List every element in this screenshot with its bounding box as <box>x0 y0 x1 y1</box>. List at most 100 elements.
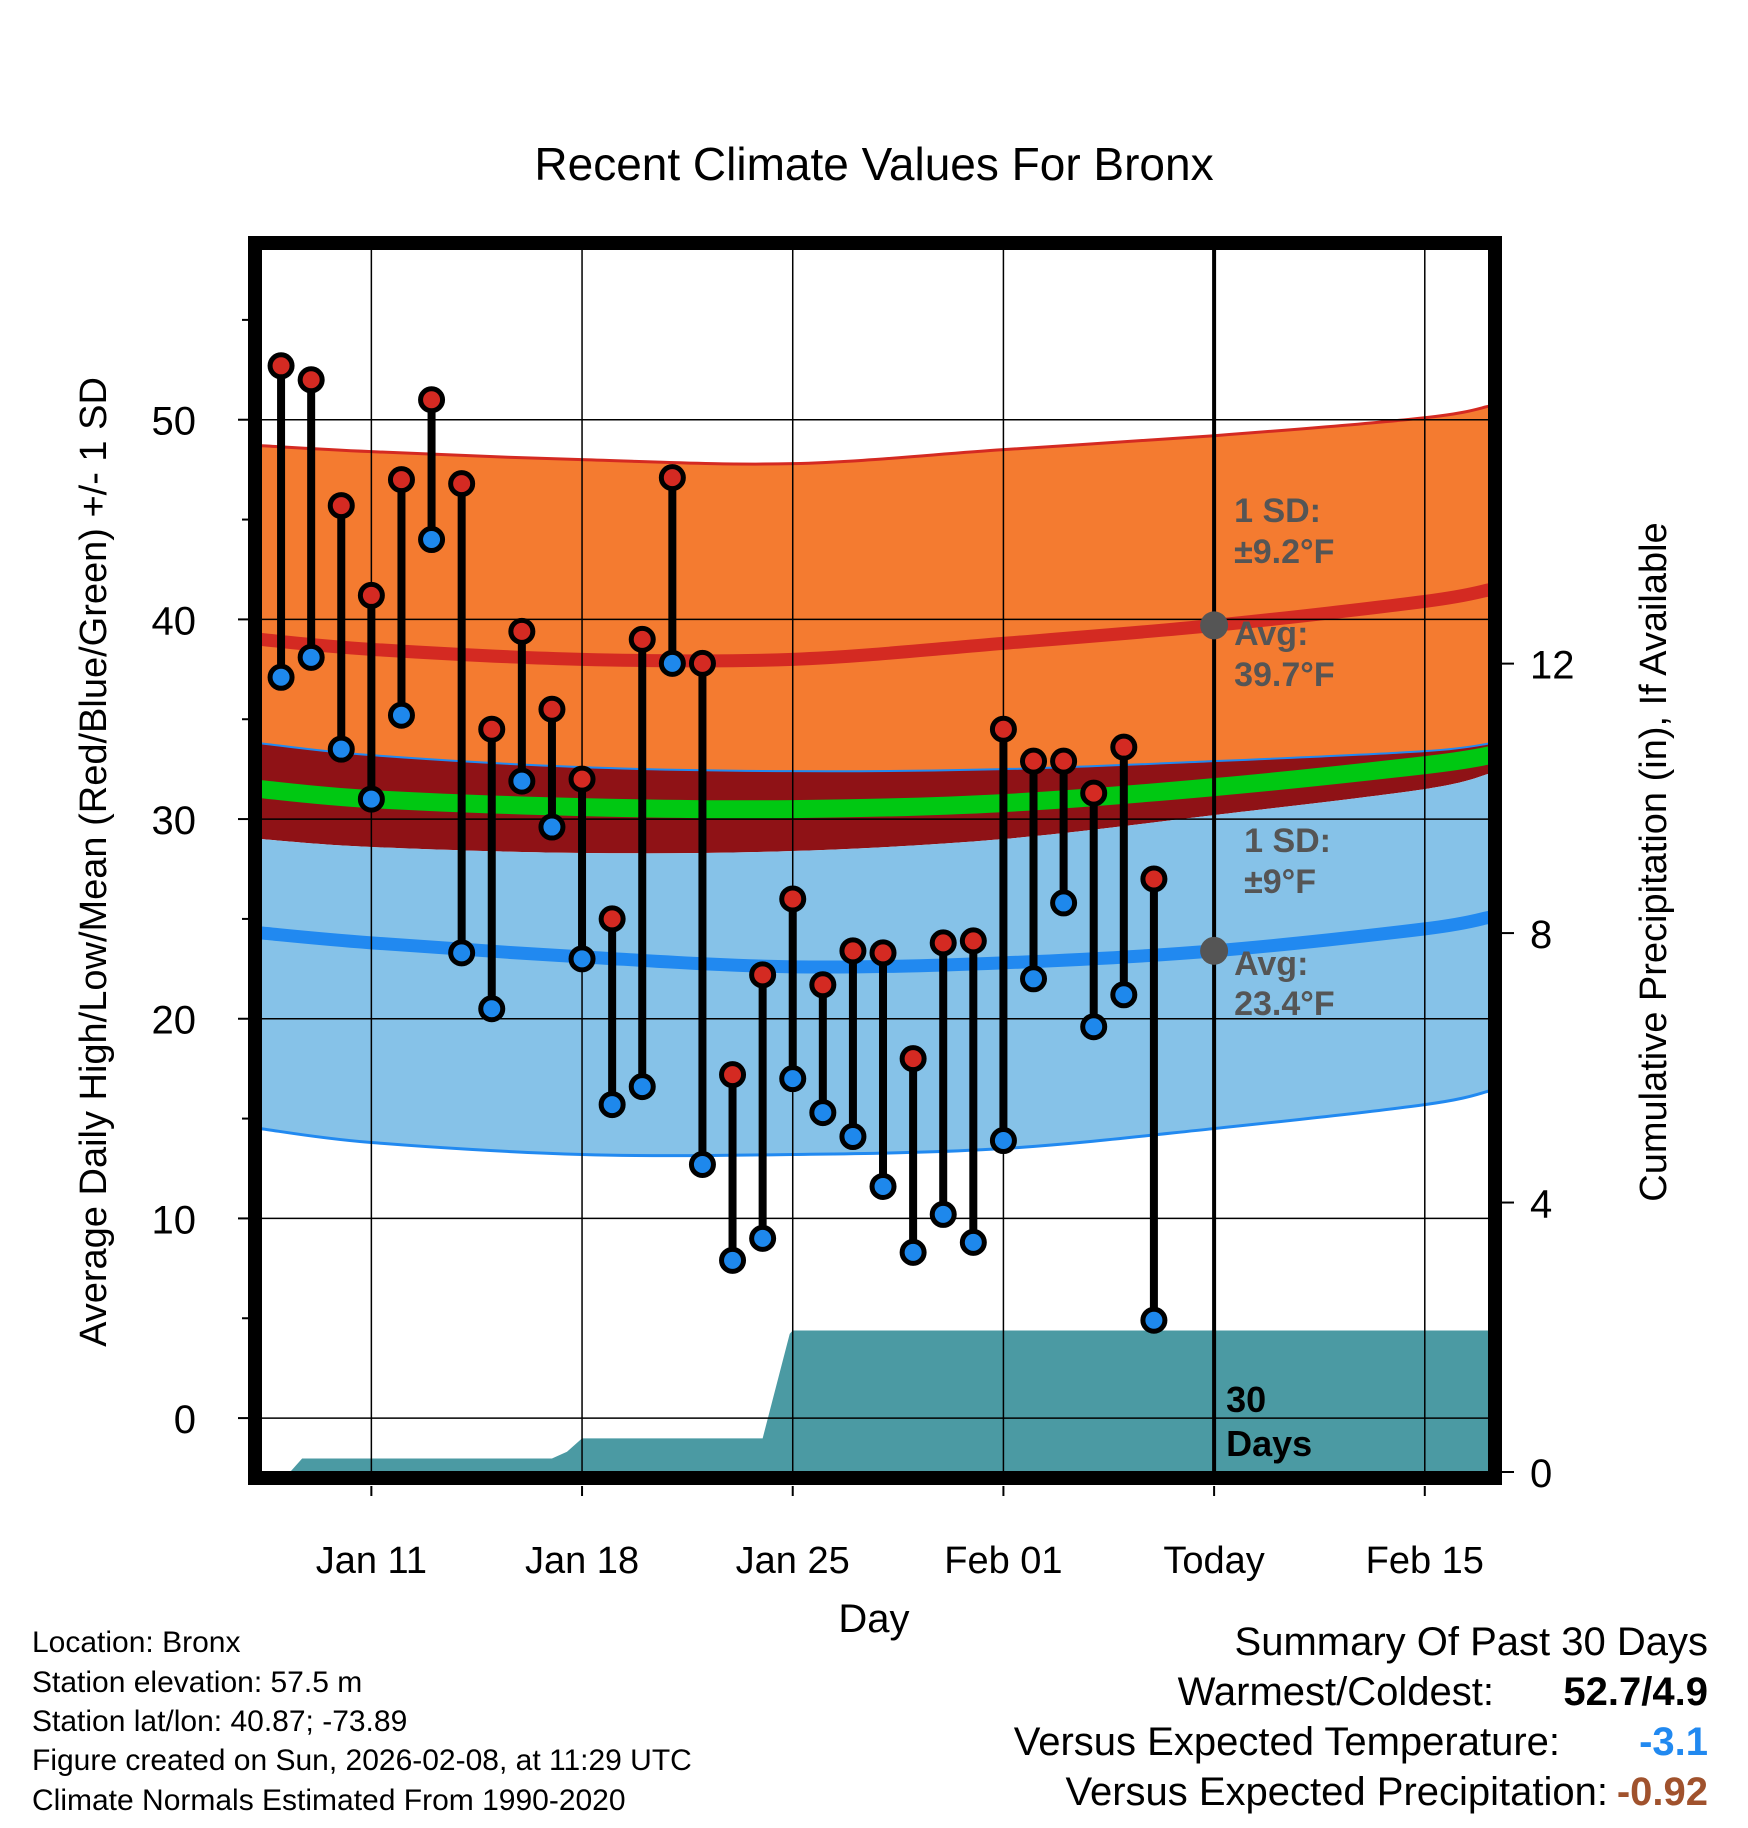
y2-tick-label: 8 <box>1530 913 1552 957</box>
low-point <box>809 1099 837 1127</box>
high-point <box>658 464 686 492</box>
high-point <box>327 492 355 520</box>
low-point <box>779 1065 807 1093</box>
high-point <box>719 1061 747 1089</box>
summary-temp-value: -3.1 <box>1639 1720 1708 1764</box>
chart-title: Recent Climate Values For Bronx <box>534 138 1213 190</box>
high-point <box>959 927 987 955</box>
y-axis-label: Average Daily High/Low/Mean (Red/Blue/Gr… <box>73 377 115 1347</box>
plot-frame <box>248 236 1502 1485</box>
x-axis-label: Day <box>838 1597 909 1641</box>
high-point <box>688 649 716 677</box>
high-point <box>809 971 837 999</box>
y-tick-label: 20 <box>152 999 197 1043</box>
low-point <box>538 813 566 841</box>
high-avg-label: Avg: <box>1234 615 1308 653</box>
high-point <box>418 386 446 414</box>
low-point <box>1020 965 1048 993</box>
y2-tick-label: 12 <box>1530 644 1575 688</box>
low-point <box>568 945 596 973</box>
y-tick-label: 50 <box>152 400 197 444</box>
summary-temp-row: Versus Expected Temperature: -3.1 <box>0 1720 1748 1768</box>
high-point <box>508 617 536 645</box>
high-sd-band <box>260 405 1491 772</box>
summary-title: Summary Of Past 30 Days <box>1234 1620 1708 1664</box>
x-tick-label: Jan 18 <box>525 1540 639 1582</box>
high-point <box>779 885 807 913</box>
low-point <box>749 1224 777 1252</box>
info-normals: Climate Normals Estimated From 1990-2020 <box>32 1784 626 1817</box>
low-point <box>478 995 506 1023</box>
days-word-label: Days <box>1226 1423 1312 1464</box>
low-point <box>688 1151 716 1179</box>
high-point <box>538 695 566 723</box>
y-tick-label: 30 <box>152 799 197 843</box>
high-sd-value: ±9.2°F <box>1234 533 1334 571</box>
low-point <box>508 767 536 795</box>
low-point <box>418 526 446 554</box>
high-point <box>448 470 476 498</box>
precip-area <box>260 1330 1491 1472</box>
high-point <box>1140 865 1168 893</box>
high-point <box>267 352 295 380</box>
high-point <box>1110 733 1138 761</box>
summary-precip-row: Versus Expected Precipitation: -0.92 <box>0 1770 1748 1818</box>
today-low-avg-marker <box>1200 936 1229 965</box>
low-point <box>839 1123 867 1151</box>
mean-overlap-band <box>260 743 1491 854</box>
low-point <box>989 1127 1017 1155</box>
low-point <box>327 735 355 763</box>
summary-warmest-value: 52.7/4.9 <box>1563 1670 1708 1714</box>
low-point <box>899 1238 927 1266</box>
low-point <box>959 1228 987 1256</box>
low-avg-value: 23.4°F <box>1234 985 1335 1023</box>
high-point <box>929 929 957 957</box>
high-point <box>869 939 897 967</box>
high-point <box>1020 747 1048 775</box>
summary-warmest-row: Warmest/Coldest: 52.7/4.9 <box>0 1670 1748 1718</box>
low-point <box>357 785 385 813</box>
low-point <box>929 1200 957 1228</box>
summary-warmest-label: Warmest/Coldest: <box>1177 1670 1494 1714</box>
info-latlon: Station lat/lon: 40.87; -73.89 <box>32 1705 408 1738</box>
low-sd-value: ±9°F <box>1244 863 1316 901</box>
high-point <box>387 466 415 494</box>
low-point <box>1050 889 1078 917</box>
low-point <box>1080 1013 1108 1041</box>
y-tick-label: 40 <box>152 599 197 643</box>
summary-precip-value: -0.92 <box>1616 1770 1708 1814</box>
y-tick-label: 10 <box>152 1198 197 1242</box>
summary-precip-label: Versus Expected Precipitation: <box>1065 1770 1608 1814</box>
high-point <box>899 1045 927 1073</box>
high-point <box>568 765 596 793</box>
y2-axis-label: Cumulative Precipitation (in), If Availa… <box>1633 522 1675 1201</box>
high-sd-label: 1 SD: <box>1234 492 1321 530</box>
low-avg-label: Avg: <box>1234 945 1308 983</box>
low-point <box>267 663 295 691</box>
high-point <box>297 366 325 394</box>
x-tick-label: Today <box>1163 1540 1264 1582</box>
high-point <box>598 905 626 933</box>
summary-temp-label: Versus Expected Temperature: <box>1013 1720 1560 1764</box>
days-count-label: 30 <box>1226 1379 1266 1420</box>
high-point <box>989 715 1017 743</box>
high-point <box>478 715 506 743</box>
high-point <box>839 937 867 965</box>
y2-tick-label: 0 <box>1530 1452 1552 1496</box>
high-point <box>1050 747 1078 775</box>
low-point <box>869 1172 897 1200</box>
high-point <box>357 581 385 609</box>
low-point <box>448 939 476 967</box>
high-point <box>1080 779 1108 807</box>
today-high-avg-marker <box>1200 611 1229 640</box>
mean-line <box>260 746 1491 819</box>
low-sd-label: 1 SD: <box>1244 822 1331 860</box>
low-point <box>658 649 686 677</box>
x-tick-label: Jan 11 <box>316 1540 427 1582</box>
high-lower-edge <box>260 742 1491 773</box>
y2-tick-label: 4 <box>1530 1183 1552 1227</box>
info-created: Figure created on Sun, 2026-02-08, at 11… <box>32 1744 692 1777</box>
high-point <box>749 961 777 989</box>
low-point <box>387 701 415 729</box>
low-point <box>297 643 325 671</box>
